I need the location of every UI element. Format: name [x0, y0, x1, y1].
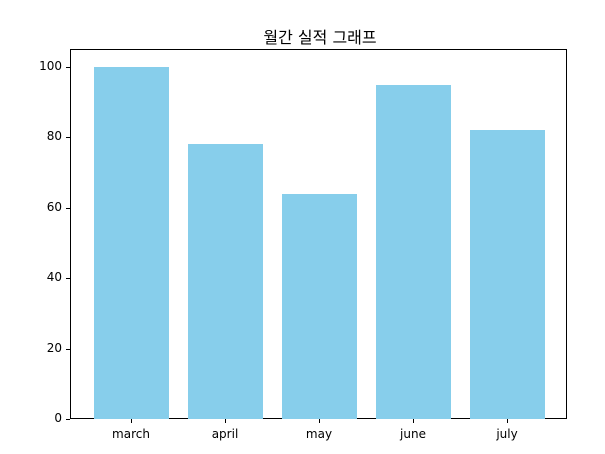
y-tick-label: 80	[46, 129, 62, 144]
x-tick	[131, 419, 132, 423]
x-tick-label: april	[211, 427, 239, 441]
x-tick-label: march	[112, 427, 150, 441]
y-tick-label: 40	[46, 270, 62, 285]
y-tick	[66, 278, 70, 280]
y-tick	[66, 207, 70, 209]
y-tick-label: 20	[46, 340, 62, 355]
y-tick	[66, 67, 70, 68]
y-tick	[66, 419, 70, 420]
x-tick	[413, 419, 414, 423]
bar-may: 64	[281, 193, 357, 419]
bar-march: 100	[93, 67, 169, 419]
y-tick-label: 60	[46, 199, 62, 214]
x-tick-label: may	[305, 427, 333, 441]
x-tick-label: july	[496, 427, 518, 441]
y-tick-label: 100	[39, 59, 62, 73]
chart-title: 월간 실적 그래프	[263, 28, 377, 47]
bar-june: 95	[375, 84, 451, 419]
y-tick-label: 0	[54, 411, 62, 425]
x-tick	[507, 419, 508, 423]
x-tick	[225, 419, 226, 423]
x-tick	[319, 419, 320, 423]
y-tick	[66, 137, 70, 139]
y-tick	[66, 348, 70, 350]
bar-april: 78	[187, 144, 263, 419]
bar-july: 82	[469, 130, 545, 419]
x-tick-label: june	[400, 427, 426, 441]
